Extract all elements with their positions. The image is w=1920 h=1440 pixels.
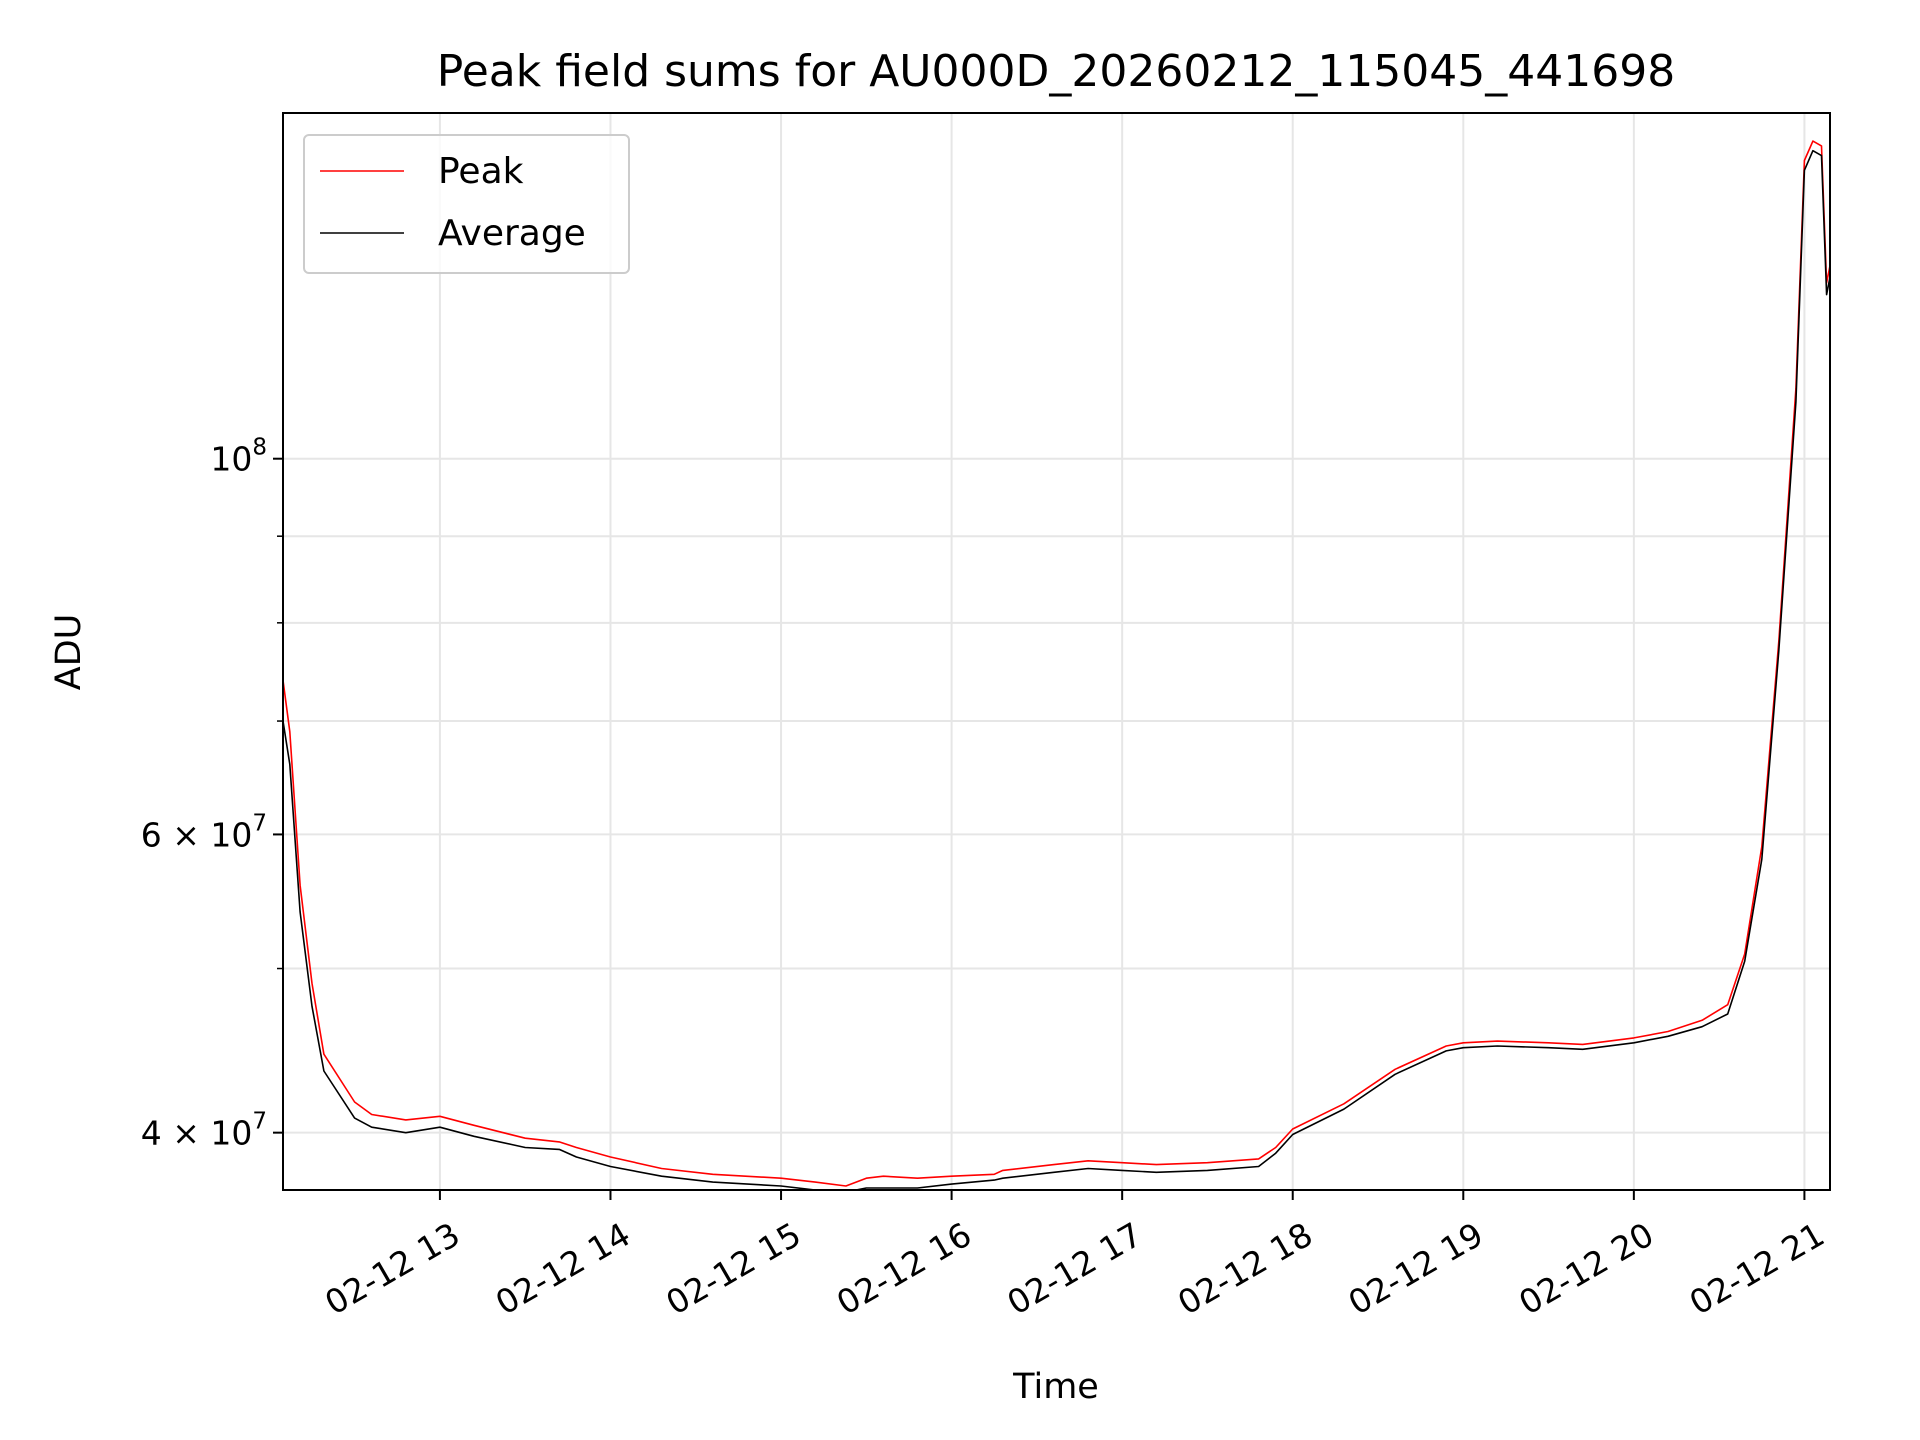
y-tick-label: 4 × 107 bbox=[141, 1109, 267, 1153]
x-axis-label: Time bbox=[1012, 1367, 1099, 1407]
y-axis-label: ADU bbox=[49, 614, 89, 691]
series-line-peak bbox=[283, 140, 1830, 1187]
series-lines bbox=[283, 140, 1830, 1190]
legend: Peak Average bbox=[303, 134, 630, 274]
grid-lines bbox=[283, 113, 1830, 1190]
y-tick-label: 6 × 107 bbox=[141, 810, 267, 854]
legend-box bbox=[303, 134, 630, 274]
plot-area-frame bbox=[282, 112, 1831, 1191]
y-tick-label: 108 bbox=[210, 435, 267, 479]
legend-peak-label: Peak bbox=[438, 151, 524, 192]
chart-title: Peak field sums for AU000D_20260212_1150… bbox=[437, 46, 1676, 97]
series-line-average bbox=[283, 149, 1830, 1190]
legend-average-label: Average bbox=[438, 213, 586, 254]
